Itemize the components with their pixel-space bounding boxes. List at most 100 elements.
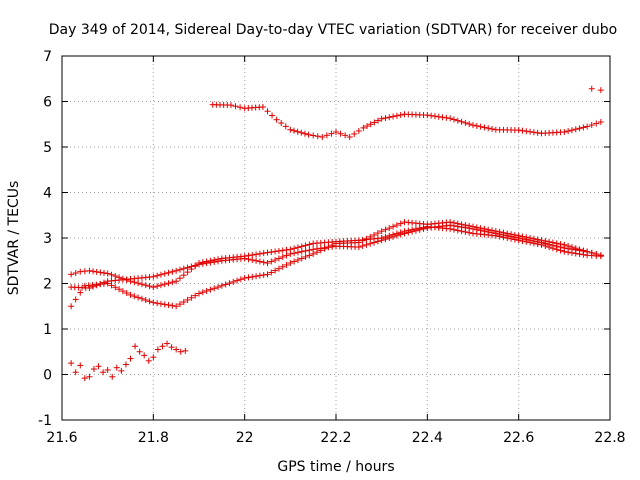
data-point [196, 261, 202, 268]
data-point [310, 132, 317, 139]
data-point [597, 118, 604, 125]
data-point [165, 302, 172, 309]
data-point [568, 127, 575, 134]
data-point [470, 122, 476, 129]
series-upper-isolated [588, 85, 604, 94]
data-point [272, 267, 279, 274]
data-point [141, 352, 148, 359]
data-point [86, 373, 93, 380]
data-point [109, 373, 116, 380]
data-point [443, 114, 450, 121]
data-point [359, 237, 366, 244]
data-point [523, 234, 530, 241]
y-tick-label: 0 [43, 368, 52, 384]
x-tick-label: 22.4 [412, 430, 443, 446]
data-point [298, 243, 305, 250]
data-point [473, 122, 480, 129]
data-point [135, 280, 142, 287]
data-point [260, 259, 267, 266]
data-point [192, 262, 199, 269]
data-point [196, 290, 202, 297]
data-point [278, 120, 285, 127]
data-point [291, 258, 298, 265]
data-point [249, 256, 256, 263]
data-point [466, 121, 473, 128]
data-point [86, 267, 93, 274]
data-point [161, 281, 168, 288]
data-point [477, 225, 484, 232]
data-point [150, 354, 157, 361]
data-point [527, 128, 534, 135]
data-point [150, 273, 157, 280]
data-point [283, 246, 290, 253]
data-point [169, 279, 176, 286]
data-point [473, 224, 480, 231]
data-point [542, 238, 549, 245]
data-point [523, 128, 530, 135]
data-point [310, 250, 317, 257]
data-point [401, 230, 408, 237]
data-point [508, 231, 515, 238]
x-tick-label: 22 [236, 430, 254, 446]
data-point [108, 282, 115, 289]
data-point [161, 301, 168, 308]
data-point [386, 225, 393, 232]
data-point [534, 129, 541, 136]
data-point [323, 132, 330, 139]
data-point [360, 124, 367, 131]
chart-title: Day 349 of 2014, Sidereal Day-to-day VTE… [49, 22, 617, 38]
data-point [515, 232, 522, 239]
data-point [68, 360, 75, 367]
data-point [367, 233, 374, 240]
axis-ticks: 21.6 21.8 22 22.2 22.4 22.6 22.8 -1 0 1 2 3 4 5 6 7 [38, 49, 626, 446]
data-point [207, 259, 214, 266]
data-point [374, 238, 381, 245]
data-point [572, 126, 579, 133]
data-point [283, 261, 290, 268]
data-point [397, 111, 404, 118]
x-axis-label: GPS time / hours [277, 459, 394, 475]
data-point [72, 270, 79, 277]
data-point [390, 113, 397, 120]
data-point [90, 268, 97, 275]
data-point [378, 228, 385, 235]
data-point [77, 289, 84, 296]
data-point [306, 247, 313, 254]
x-tick-label: 22.2 [320, 430, 351, 446]
data-point [428, 112, 435, 119]
data-point [319, 133, 326, 140]
data-point [393, 112, 400, 119]
data-point [363, 241, 370, 248]
data-point [165, 280, 172, 287]
data-point [275, 265, 282, 272]
data-point [260, 272, 267, 279]
data-point [359, 242, 366, 249]
data-point [77, 362, 84, 369]
data-point [226, 280, 233, 287]
data-point [447, 115, 454, 122]
data-point [481, 225, 488, 232]
data-point [256, 258, 263, 265]
x-tick-label: 21.6 [46, 430, 77, 446]
data-point [489, 227, 496, 234]
data-point [142, 282, 149, 289]
data-point [112, 284, 119, 291]
data-point [351, 130, 358, 137]
data-point [90, 366, 97, 373]
data-point [450, 219, 457, 226]
data-point [588, 122, 595, 129]
data-point [269, 112, 276, 119]
data-point [237, 104, 244, 111]
series-upper-track [209, 101, 604, 140]
data-point [588, 85, 595, 92]
data-point [593, 120, 600, 127]
data-point [184, 296, 191, 303]
data-point [485, 125, 492, 132]
data-point [165, 269, 172, 276]
data-point [245, 256, 252, 263]
data-point [222, 281, 229, 288]
data-point [496, 228, 503, 235]
data-point [355, 127, 362, 134]
data-point [328, 130, 335, 137]
data-point [150, 299, 157, 306]
